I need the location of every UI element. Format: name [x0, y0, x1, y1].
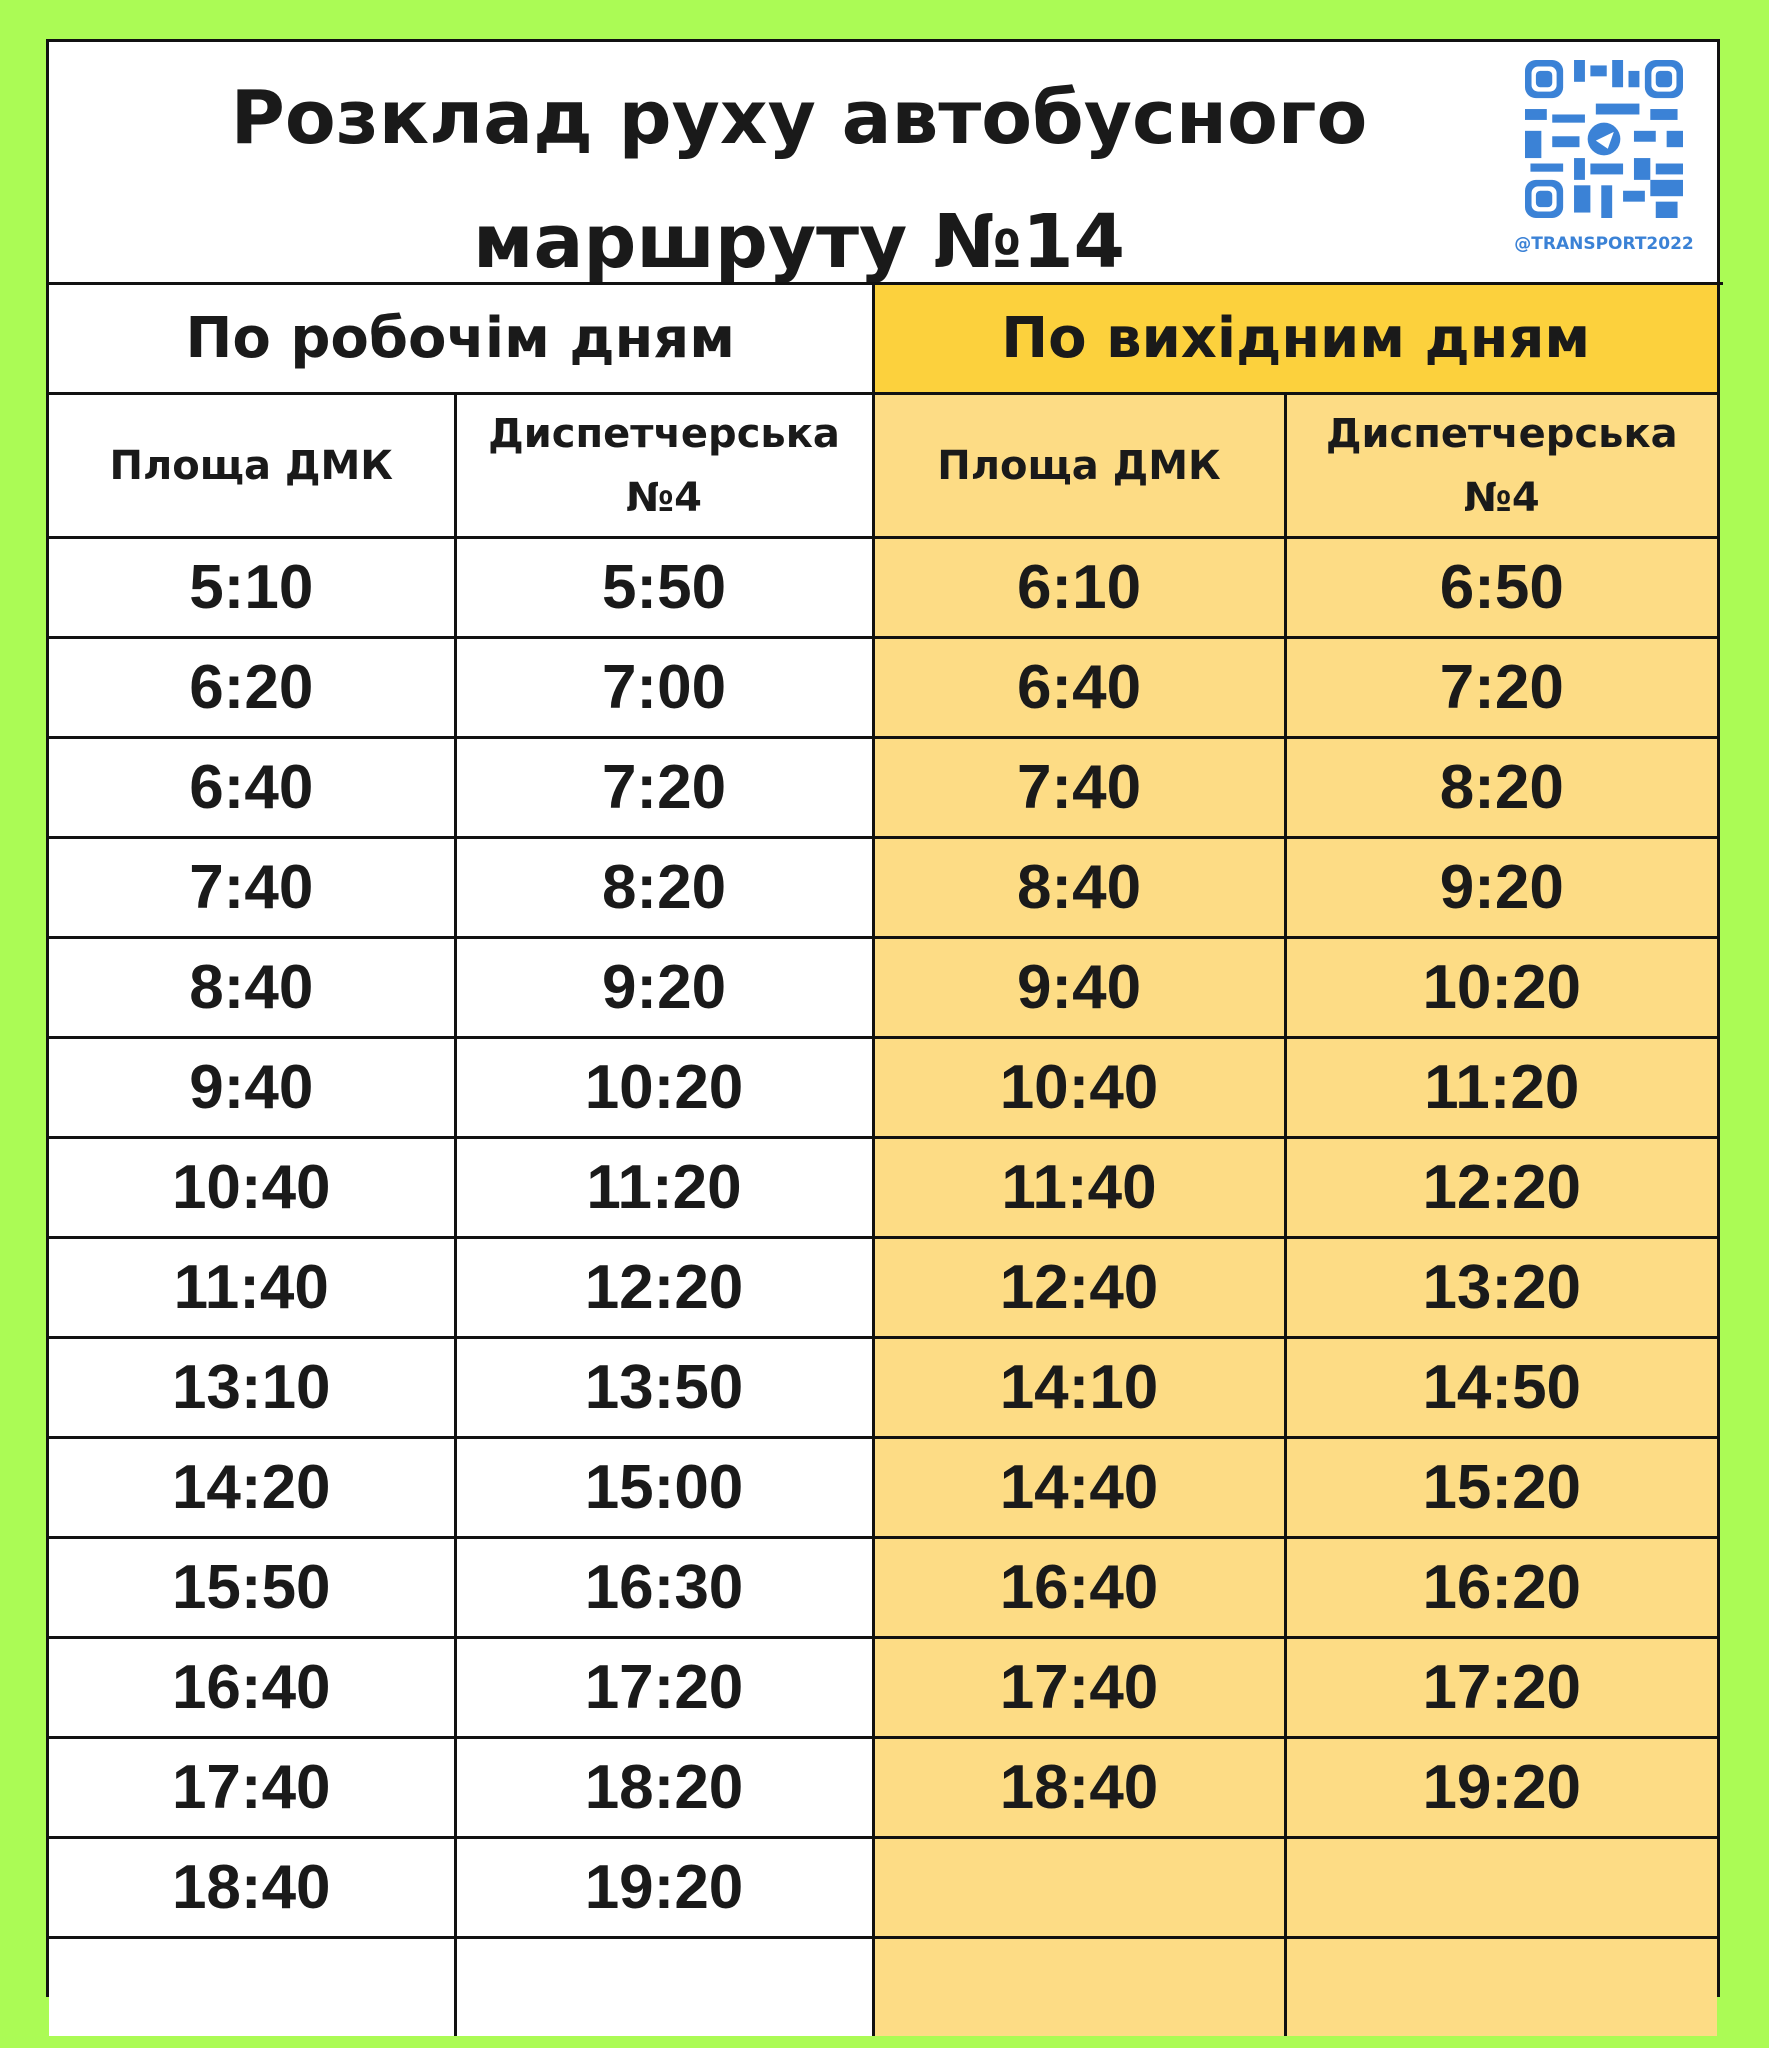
weekdays-time-cell: 8:20 [453, 836, 875, 939]
weekends-time-cell [1283, 1936, 1717, 2036]
weekdays-time-cell: 7:40 [49, 836, 457, 939]
table-row: 6:40 7:20 7:40 8:20 [49, 736, 1717, 839]
weekends-time-cell: 6:10 [871, 536, 1287, 639]
title-block: Розклад руху автобусного маршруту №14 @T… [49, 42, 1723, 285]
weekdays-time-cell: 13:50 [453, 1336, 875, 1439]
weekends-time-cell [1283, 1836, 1717, 1939]
weekends-header: По вихідним дням [871, 282, 1717, 395]
weekdays-time-cell: 18:40 [49, 1836, 457, 1939]
weekends-time-cell: 10:20 [1283, 936, 1717, 1039]
weekends-time-cell: 16:20 [1283, 1536, 1717, 1639]
weekdays-time-cell: 11:20 [453, 1136, 875, 1239]
telegram-handle: @TRANSPORT2022 [1514, 234, 1694, 254]
title-line-2: маршруту №14 [472, 199, 1126, 285]
weekdays-col-ploshcha-dmk: Площа ДМК [49, 392, 457, 539]
weekends-time-cell [871, 1936, 1287, 2036]
weekends-col-ploshcha-dmk: Площа ДМК [871, 392, 1287, 539]
weekends-time-cell: 15:20 [1283, 1436, 1717, 1539]
weekends-time-cell: 8:20 [1283, 736, 1717, 839]
weekdays-time-cell [49, 1936, 457, 2036]
table-row: 15:50 16:30 16:40 16:20 [49, 1536, 1717, 1639]
weekends-time-cell: 6:40 [871, 636, 1287, 739]
weekends-time-cell [871, 1836, 1287, 1939]
weekdays-time-cell: 8:40 [49, 936, 457, 1039]
weekends-time-cell: 13:20 [1283, 1236, 1717, 1339]
weekdays-time-cell: 14:20 [49, 1436, 457, 1539]
schedule-table: По робочім дням По вихідним дням Площа Д… [49, 282, 1717, 2036]
weekends-time-cell: 16:40 [871, 1536, 1287, 1639]
table-row: 14:20 15:00 14:40 15:20 [49, 1436, 1717, 1539]
weekends-time-cell: 12:20 [1283, 1136, 1717, 1239]
weekends-time-cell: 12:40 [871, 1236, 1287, 1339]
weekdays-time-cell: 9:40 [49, 1036, 457, 1139]
weekends-time-cell: 18:40 [871, 1736, 1287, 1839]
table-row: 6:20 7:00 6:40 7:20 [49, 636, 1717, 739]
weekdays-time-cell: 17:20 [453, 1636, 875, 1739]
weekdays-time-cell [453, 1936, 875, 2036]
weekends-time-cell: 11:40 [871, 1136, 1287, 1239]
weekends-time-cell: 17:20 [1283, 1636, 1717, 1739]
weekends-time-cell: 8:40 [871, 836, 1287, 939]
weekends-time-cell: 7:20 [1283, 636, 1717, 739]
table-row: 9:40 10:20 10:40 11:20 [49, 1036, 1717, 1139]
weekdays-time-cell: 6:20 [49, 636, 457, 739]
weekends-time-cell: 14:40 [871, 1436, 1287, 1539]
weekdays-time-cell: 19:20 [453, 1836, 875, 1939]
weekdays-time-cell: 12:20 [453, 1236, 875, 1339]
qr-code-icon [1525, 60, 1683, 218]
weekdays-time-cell: 5:50 [453, 536, 875, 639]
weekends-time-cell: 17:40 [871, 1636, 1287, 1739]
weekdays-time-cell: 18:20 [453, 1736, 875, 1839]
schedule-sheet: Розклад руху автобусного маршруту №14 @T… [46, 39, 1723, 2036]
weekdays-time-cell: 15:50 [49, 1536, 457, 1639]
weekdays-time-cell: 6:40 [49, 736, 457, 839]
table-row: 10:40 11:20 11:40 12:20 [49, 1136, 1717, 1239]
weekdays-time-cell: 17:40 [49, 1736, 457, 1839]
table-row: 5:10 5:50 6:10 6:50 [49, 536, 1717, 639]
weekdays-time-cell: 13:10 [49, 1336, 457, 1439]
weekdays-col-dyspetcherska-4: Диспетчерська №4 [453, 392, 875, 539]
table-row: 11:40 12:20 12:40 13:20 [49, 1236, 1717, 1339]
table-row: 7:40 8:20 8:40 9:20 [49, 836, 1717, 939]
weekdays-time-cell: 15:00 [453, 1436, 875, 1539]
weekends-col-dyspetcherska-4: Диспетчерська №4 [1283, 392, 1717, 539]
weekends-time-cell: 9:40 [871, 936, 1287, 1039]
weekdays-time-cell: 10:40 [49, 1136, 457, 1239]
table-row [49, 1936, 1717, 2036]
weekdays-time-cell: 11:40 [49, 1236, 457, 1339]
weekends-time-cell: 6:50 [1283, 536, 1717, 639]
weekends-time-cell: 14:50 [1283, 1336, 1717, 1439]
table-row: 18:40 19:20 [49, 1836, 1717, 1939]
weekends-time-cell: 19:20 [1283, 1736, 1717, 1839]
weekends-time-cell: 14:10 [871, 1336, 1287, 1439]
table-row: 16:40 17:20 17:40 17:20 [49, 1636, 1717, 1739]
weekdays-time-cell: 10:20 [453, 1036, 875, 1139]
weekdays-time-cell: 16:40 [49, 1636, 457, 1739]
table-row: 13:10 13:50 14:10 14:50 [49, 1336, 1717, 1439]
weekends-time-cell: 7:40 [871, 736, 1287, 839]
weekdays-time-cell: 7:20 [453, 736, 875, 839]
title-line-1: Розклад руху автобусного [230, 75, 1368, 161]
weekends-time-cell: 11:20 [1283, 1036, 1717, 1139]
weekdays-time-cell: 16:30 [453, 1536, 875, 1639]
page-title: Розклад руху автобусного маршруту №14 [199, 56, 1399, 304]
weekdays-time-cell: 5:10 [49, 536, 457, 639]
table-row: 17:40 18:20 18:40 19:20 [49, 1736, 1717, 1839]
weekends-time-cell: 9:20 [1283, 836, 1717, 939]
table-row: 8:40 9:20 9:40 10:20 [49, 936, 1717, 1039]
weekdays-header: По робочім дням [49, 282, 875, 395]
weekdays-time-cell: 7:00 [453, 636, 875, 739]
weekends-time-cell: 10:40 [871, 1036, 1287, 1139]
weekdays-time-cell: 9:20 [453, 936, 875, 1039]
